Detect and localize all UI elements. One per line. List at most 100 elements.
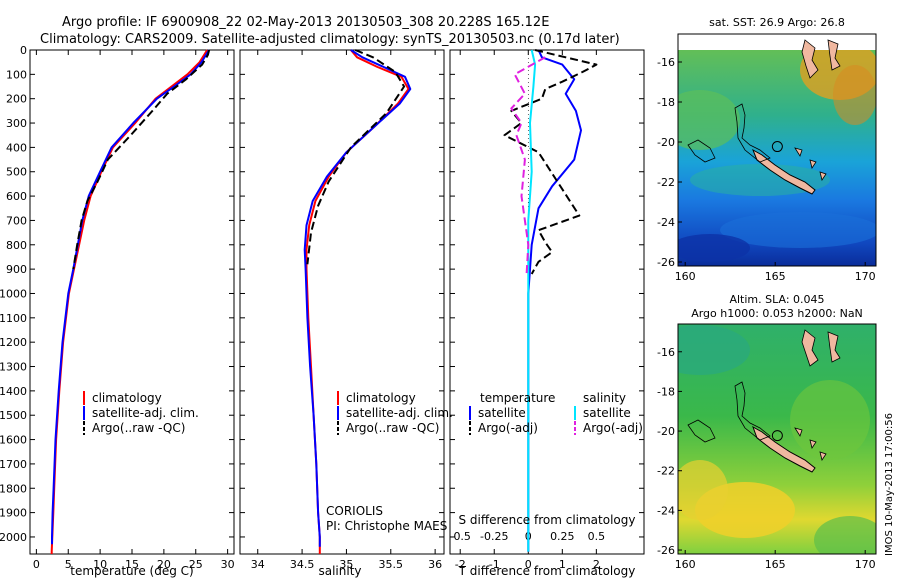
x-tick-label: 35 [339,558,353,571]
depth-tick-label: 200 [6,93,27,106]
map-y-tick-label: -16 [657,346,675,359]
map-y-tick-label: -18 [657,96,675,109]
map-y-tick-label: -24 [657,216,675,229]
t-difference-axis-label: T difference from climatology [458,564,636,578]
series-line-s-satellite [527,49,537,552]
profile-location-marker [771,141,783,153]
s-difference-tick-label: 0.25 [550,530,575,543]
depth-tick-label: 0 [20,44,27,57]
depth-tick-label: 700 [6,214,27,227]
x-tick-label: 2 [593,558,600,571]
salinity-lines [303,49,412,554]
profile-location-marker [771,430,783,442]
series-line-climatology [50,49,209,554]
header-line-2: Climatology: CARS2009. Satellite-adjuste… [40,32,620,47]
depth-tick-label: 500 [6,166,27,179]
series-line-argo-raw-qc [72,49,211,270]
map-y-tick-label: -20 [657,136,675,149]
temperature-legend: climatology satellite-adj. clim. Argo(..… [83,391,199,435]
x-tick-label: 25 [189,558,203,571]
sst-map-panel: sat. SST: 26.9 Argo: 26.8 160 165 170 -16 -1… [657,16,877,283]
s-difference-axis-ticks: -0.5 -0.25 0 0.25 0.5 [449,530,605,543]
s-difference-tick-label: -0.5 [449,530,470,543]
agency-label: CORIOLIS [326,504,383,518]
sst-map-title: sat. SST: 26.9 Argo: 26.8 [709,16,845,29]
legend-label-climatology: climatology [92,391,162,405]
x-tick-label: 10 [93,558,107,571]
series-line-satellite-adj-clim [51,49,210,545]
x-tick-label: 1 [559,558,566,571]
map-y-tick-label: -22 [657,465,675,478]
series-line-t-satellite [527,49,582,552]
map-y-tick-label: -26 [657,544,675,557]
depth-tick-label: 1100 [0,312,27,325]
legend-label-s-argo: Argo(-adj) [583,421,643,435]
header-line-1: Argo profile: IF 6900908_22 02-May-2013 … [62,15,549,30]
depth-tick-label: 1400 [0,385,27,398]
depth-tick-label: 2000 [0,531,27,544]
depth-tick-label: 600 [6,190,27,203]
salinity-axis-ticks: 34 34.5 35 35.5 36 [240,49,444,571]
sst-map-frame [677,33,877,267]
salinity-axis-label: salinity [318,564,361,578]
legend-label-argo: Argo(..raw -QC) [92,421,185,435]
s-difference-tick-label: 0.5 [588,530,606,543]
depth-tick-label: 1800 [0,482,27,495]
series-line-s-argo-adj [510,56,546,275]
salinity-legend: climatology satellite-adj. clim. Argo(..… [337,391,453,435]
legend-label-t-argo: Argo(-adj) [478,421,538,435]
t-difference-axis-ticks: -2 -1 0 1 2 [450,49,644,571]
x-tick-label: 30 [221,558,235,571]
depth-tick-label: 1300 [0,361,27,374]
depth-tick-label: 800 [6,239,27,252]
x-tick-label: 0 [525,558,532,571]
sla-map-frame [677,323,877,555]
difference-panel: -2 -1 0 1 2 -0.5 -0.25 0 0.25 0.5 T difference f… [449,49,645,578]
sla-map-subtitle: Argo h1000: 0.053 h2000: NaN [691,307,863,320]
x-tick-label: 34 [251,558,265,571]
pi-label: PI: Christophe MAES [326,519,447,533]
depth-tick-label: 1900 [0,507,27,520]
x-tick-label: 15 [125,558,139,571]
new-caledonia-island [687,329,841,473]
legend-title-temperature: temperature [480,391,555,405]
salinity-panel: 34 34.5 35 35.5 36 salinity climatology sate… [239,49,453,578]
salinity-axes-frame [239,49,445,555]
map-x-tick-label: 165 [765,270,786,283]
sst-map-ticks: 160 165 170 -16 -18 -20 -22 -24 -26 [657,56,876,283]
difference-lines [503,49,598,552]
x-tick-label: 5 [65,558,72,571]
imos-timestamp: IMOS 10-May-2013 17:00:56 [884,413,895,556]
series-line-t-argo-adj [503,49,598,275]
map-x-tick-label: 160 [675,270,696,283]
sla-map-title: Altim. SLA: 0.045 [729,293,824,306]
legend-label-satellite: satellite-adj. clim. [346,406,453,420]
map-x-tick-label: 165 [765,558,786,571]
temperature-panel: 0100200300400500600700800900100011001200… [0,44,235,578]
depth-tick-label: 300 [6,117,27,130]
legend-label-t-satellite: satellite [478,406,526,420]
difference-legend: temperature salinity satellite Argo(-adj… [469,391,643,435]
map-y-tick-label: -24 [657,504,675,517]
legend-label-climatology: climatology [346,391,416,405]
map-y-tick-label: -22 [657,176,675,189]
depth-tick-label: 1000 [0,287,27,300]
temperature-axis-ticks: 0 5 10 15 20 25 30 [30,49,235,571]
x-tick-label: 20 [157,558,171,571]
map-y-tick-label: -26 [657,256,675,269]
x-tick-label: -2 [455,558,466,571]
series-line-satellite-adj-clim [303,49,412,547]
legend-label-satellite: satellite-adj. clim. [92,406,199,420]
depth-tick-label: 1700 [0,458,27,471]
depth-axis-ticks: 0 100 200 300 400 500 600 700 800 900 1000 1100 1200… [0,44,27,544]
sla-map-ticks: 160 165 170 -16 -18 -20 -22 -24 -26 [657,346,876,571]
depth-tick-label: 900 [6,263,27,276]
legend-label-argo: Argo(..raw -QC) [346,421,439,435]
x-tick-label: 36 [428,558,442,571]
difference-axes-frame [449,49,645,555]
sla-map-panel: Altim. SLA: 0.045 Argo h1000: 0.053 h200… [657,293,877,571]
map-x-tick-label: 160 [675,558,696,571]
legend-title-salinity: salinity [583,391,626,405]
s-difference-axis-label: S difference from climatology [459,513,636,527]
